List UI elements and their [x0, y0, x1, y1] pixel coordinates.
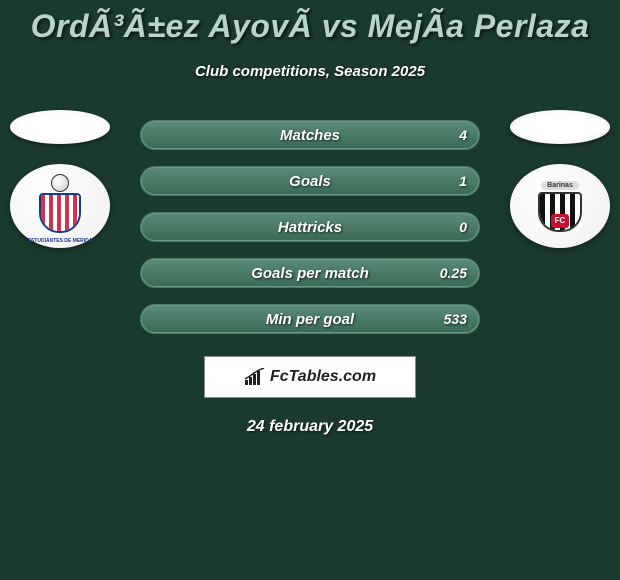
stat-label: Goals — [289, 173, 331, 190]
brand-text: FcTables.com — [270, 368, 376, 386]
stat-row-goals-per-match: Goals per match 0.25 — [140, 258, 480, 288]
club-left-name: ESTUDIANTES DE MERIDA — [28, 238, 93, 244]
soccer-ball-icon — [51, 174, 69, 192]
player-right-column: Barinas FC — [510, 110, 610, 248]
stat-right-value: 1 — [459, 173, 467, 189]
stat-right-value: 533 — [444, 311, 467, 327]
club-right-fc: FC — [551, 214, 569, 228]
stat-right-value: 0.25 — [440, 265, 467, 281]
stat-row-min-per-goal: Min per goal 533 — [140, 304, 480, 334]
club-right-crest: Barinas FC — [530, 176, 590, 236]
page-subtitle: Club competitions, Season 2025 — [0, 63, 620, 80]
stat-label: Goals per match — [251, 265, 369, 282]
stat-label: Min per goal — [266, 311, 354, 328]
stats-list: Matches 4 Goals 1 Hattricks 0 Goals per … — [140, 120, 480, 334]
club-right-logo: Barinas FC — [510, 164, 610, 248]
stat-row-matches: Matches 4 — [140, 120, 480, 150]
stat-right-value: 0 — [459, 219, 467, 235]
stat-row-hattricks: Hattricks 0 — [140, 212, 480, 242]
page-title: OrdÃ³Ã±ez AyovÃ vs MejÃa Perlaza — [0, 8, 620, 45]
shield-icon: FC — [538, 192, 582, 232]
stat-label: Matches — [280, 127, 340, 144]
club-left-crest: ESTUDIANTES DE MERIDA — [30, 176, 90, 236]
player-right-avatar — [510, 110, 610, 144]
comparison-date: 24 february 2025 — [0, 418, 620, 436]
player-left-column: ESTUDIANTES DE MERIDA — [10, 110, 110, 248]
stripes-icon — [41, 195, 79, 231]
stat-right-value: 4 — [459, 127, 467, 143]
comparison-card: OrdÃ³Ã±ez AyovÃ vs MejÃa Perlaza Club co… — [0, 0, 620, 436]
shield-icon — [39, 193, 81, 233]
player-left-avatar — [10, 110, 110, 144]
club-left-logo: ESTUDIANTES DE MERIDA — [10, 164, 110, 248]
brand-badge[interactable]: FcTables.com — [204, 356, 416, 398]
comparison-main: ESTUDIANTES DE MERIDA Matches 4 Goals 1 … — [0, 120, 620, 334]
club-right-banner: Barinas — [541, 181, 579, 190]
stat-label: Hattricks — [278, 219, 342, 236]
bar-chart-icon — [244, 368, 266, 386]
stat-row-goals: Goals 1 — [140, 166, 480, 196]
